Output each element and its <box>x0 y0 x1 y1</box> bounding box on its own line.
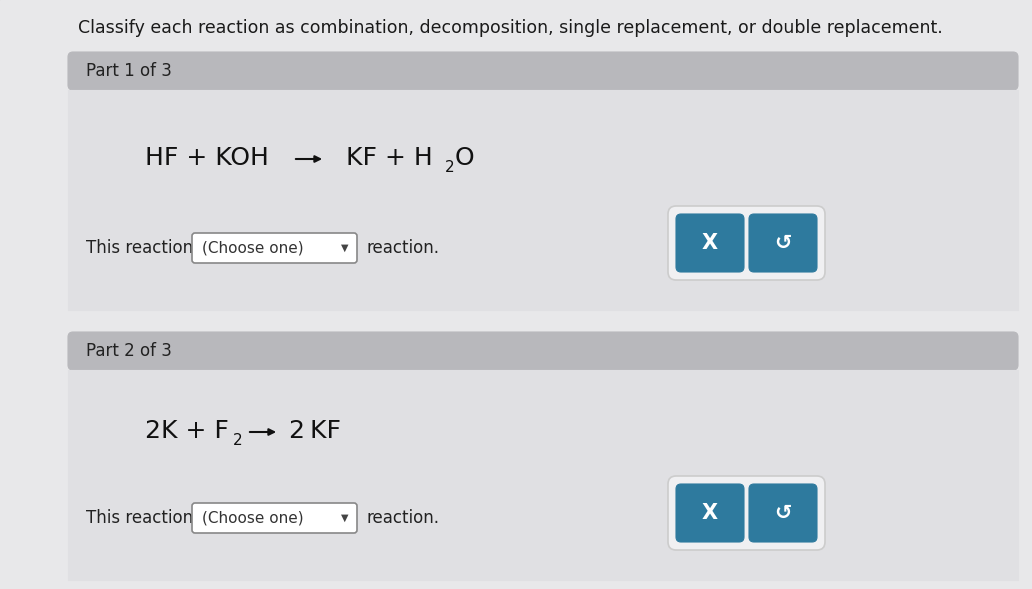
FancyBboxPatch shape <box>68 52 1018 90</box>
Text: Part 2 of 3: Part 2 of 3 <box>86 342 172 360</box>
Bar <box>68 90 1018 310</box>
FancyBboxPatch shape <box>192 233 357 263</box>
FancyBboxPatch shape <box>192 503 357 533</box>
FancyBboxPatch shape <box>676 484 744 542</box>
Text: Part 1 of 3: Part 1 of 3 <box>86 62 172 80</box>
Text: ↺: ↺ <box>774 503 792 523</box>
FancyBboxPatch shape <box>749 214 817 272</box>
Bar <box>68 370 1018 580</box>
Text: reaction.: reaction. <box>367 239 440 257</box>
Text: 2: 2 <box>445 160 455 175</box>
FancyBboxPatch shape <box>68 332 1018 370</box>
Text: (Choose one): (Choose one) <box>202 511 303 525</box>
FancyBboxPatch shape <box>749 484 817 542</box>
Text: 2K + F: 2K + F <box>146 419 229 443</box>
Text: X: X <box>702 233 718 253</box>
FancyBboxPatch shape <box>668 476 825 550</box>
Text: ▼: ▼ <box>342 513 349 523</box>
Text: 2: 2 <box>233 433 243 448</box>
FancyBboxPatch shape <box>676 214 744 272</box>
Text: HF + KOH: HF + KOH <box>146 146 269 170</box>
Text: ↺: ↺ <box>774 233 792 253</box>
Text: reaction.: reaction. <box>367 509 440 527</box>
Text: X: X <box>702 503 718 523</box>
Text: KF + H: KF + H <box>338 146 432 170</box>
Text: Classify each reaction as combination, decomposition, single replacement, or dou: Classify each reaction as combination, d… <box>78 19 943 37</box>
Text: This reaction is a: This reaction is a <box>86 509 232 527</box>
Text: ▼: ▼ <box>342 243 349 253</box>
Text: (Choose one): (Choose one) <box>202 240 303 256</box>
Text: 2 KF: 2 KF <box>289 419 341 443</box>
FancyBboxPatch shape <box>668 206 825 280</box>
Text: This reaction is a: This reaction is a <box>86 239 232 257</box>
Text: O: O <box>455 146 475 170</box>
